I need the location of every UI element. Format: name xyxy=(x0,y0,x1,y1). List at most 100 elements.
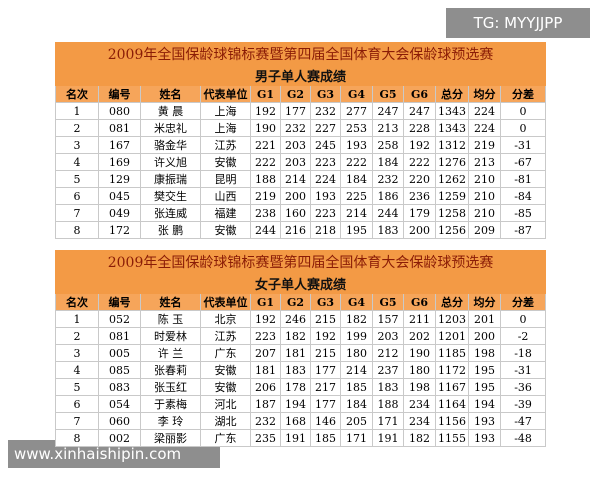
cell: 北京 xyxy=(200,310,251,328)
cell: 237 xyxy=(372,361,404,379)
cell: -67 xyxy=(499,153,547,171)
cell: 184 xyxy=(372,153,404,171)
column-header: 代表单位 xyxy=(200,85,251,103)
cell: 244 xyxy=(250,221,281,239)
cell: 1258 xyxy=(435,204,469,222)
cell: 195 xyxy=(468,361,501,379)
cell: 235 xyxy=(250,429,281,447)
data-row: 8 172 张 鹏安徽 244 216 218 195 183 200 1256 209 -87 xyxy=(55,221,547,239)
cell: 2 xyxy=(55,327,99,345)
cell: 181 xyxy=(250,361,281,379)
cell: 195 xyxy=(468,378,501,396)
cell: 3 xyxy=(55,136,99,154)
cell: 1156 xyxy=(435,412,469,430)
cell: 上海 xyxy=(200,102,251,120)
cell: 215 xyxy=(310,344,341,362)
cell: 3 xyxy=(55,344,99,362)
column-header: G4 xyxy=(340,85,373,103)
cell: 时爱林 xyxy=(140,327,201,345)
cell: -48 xyxy=(499,429,547,447)
cell: 232 xyxy=(372,170,404,188)
column-header: G1 xyxy=(250,85,281,103)
cell: 049 xyxy=(98,204,141,222)
header-row: 名次 编号 姓名 代表单位 G1 G2 G3 G4 G5 G6 总分 均分 分差 xyxy=(55,85,547,103)
cell: 198 xyxy=(403,378,436,396)
column-header: 代表单位 xyxy=(200,293,251,311)
cell: 1 xyxy=(55,310,99,328)
cell: 002 xyxy=(98,429,141,447)
cell: 2 xyxy=(55,119,99,137)
column-header: 分差 xyxy=(499,85,547,103)
cell: 203 xyxy=(372,327,404,345)
cell: 206 xyxy=(250,378,281,396)
cell: 0 xyxy=(499,119,547,137)
column-header: 编号 xyxy=(98,85,141,103)
cell: -87 xyxy=(499,221,547,239)
cell: 005 xyxy=(98,344,141,362)
cell: 米忠礼 xyxy=(140,119,201,137)
cell: 安徽 xyxy=(200,153,251,171)
cell: 李 玲 xyxy=(140,412,201,430)
cell: 6 xyxy=(55,187,99,205)
cell: 福建 xyxy=(200,204,251,222)
cell: 182 xyxy=(403,429,436,447)
cell: 广东 xyxy=(200,344,251,362)
cell: 186 xyxy=(372,187,404,205)
cell: 198 xyxy=(468,344,501,362)
subtitle-row: 男子单人赛成绩 xyxy=(54,65,547,86)
cell: 220 xyxy=(403,170,436,188)
cell: 227 xyxy=(310,119,341,137)
column-header: G1 xyxy=(250,293,281,311)
cell: 171 xyxy=(340,429,373,447)
data-row: 1 052 陈 玉北京 192 246 215 182 157 211 1203 201 0 xyxy=(55,310,547,328)
cell: 224 xyxy=(468,119,501,137)
cell: 184 xyxy=(340,395,373,413)
cell: 192 xyxy=(403,136,436,154)
column-header: G5 xyxy=(372,85,404,103)
subtitle-row: 女子单人赛成绩 xyxy=(54,273,547,294)
cell: 219 xyxy=(468,136,501,154)
column-header: 均分 xyxy=(468,85,501,103)
cell: 194 xyxy=(468,395,501,413)
cell: 202 xyxy=(403,327,436,345)
cell: 190 xyxy=(250,119,281,137)
cell: 238 xyxy=(250,204,281,222)
cell: 191 xyxy=(372,429,404,447)
cell: 6 xyxy=(55,395,99,413)
data-row: 6 045 樊交生 山西 219 200 193 225 186 236 1259 210 -84 xyxy=(55,187,547,205)
header-row: 名次 编号 姓名 代表单位 G1 G2 G3 G4 G5 G6 总分 均分 分差 xyxy=(55,293,547,311)
cell: 207 xyxy=(250,344,281,362)
cell: 182 xyxy=(280,327,311,345)
data-row: 4 169 许义旭 安徽 222 203 223 222 184 222 1276 213 -67 xyxy=(55,153,547,171)
cell: 234 xyxy=(403,395,436,413)
table-title: 2009年全国保龄球锦标赛暨第四届全国体育大会保龄球预选赛 xyxy=(54,250,547,274)
cell: 201 xyxy=(468,310,501,328)
cell: -36 xyxy=(499,378,547,396)
table-subtitle: 男子单人赛成绩 xyxy=(54,65,547,86)
cell: 080 xyxy=(98,102,141,120)
cell: 193 xyxy=(340,136,373,154)
cell: 199 xyxy=(340,327,373,345)
cell: 225 xyxy=(340,187,373,205)
cell: 179 xyxy=(403,204,436,222)
cell: 骆金华 xyxy=(140,136,201,154)
cell: 177 xyxy=(280,102,311,120)
column-header: 总分 xyxy=(435,293,469,311)
cell: -31 xyxy=(499,361,547,379)
cell: 247 xyxy=(372,102,404,120)
table-title: 2009年全国保龄球锦标赛暨第四届全国体育大会保龄球预选赛 xyxy=(54,42,547,66)
cell: 200 xyxy=(468,327,501,345)
cell: 樊交生 xyxy=(140,187,201,205)
cell: 193 xyxy=(468,412,501,430)
cell: 177 xyxy=(310,395,341,413)
cell: -47 xyxy=(499,412,547,430)
cell: 1201 xyxy=(435,327,469,345)
cell: 234 xyxy=(403,412,436,430)
cell: 277 xyxy=(340,102,373,120)
cell: 258 xyxy=(372,136,404,154)
score-table: 2009年全国保龄球锦标赛暨第四届全国体育大会保龄球预选赛 女子单人赛成绩 名次 编号… xyxy=(54,250,547,447)
cell: 1262 xyxy=(435,170,469,188)
cell: -84 xyxy=(499,187,547,205)
cell: 213 xyxy=(372,119,404,137)
